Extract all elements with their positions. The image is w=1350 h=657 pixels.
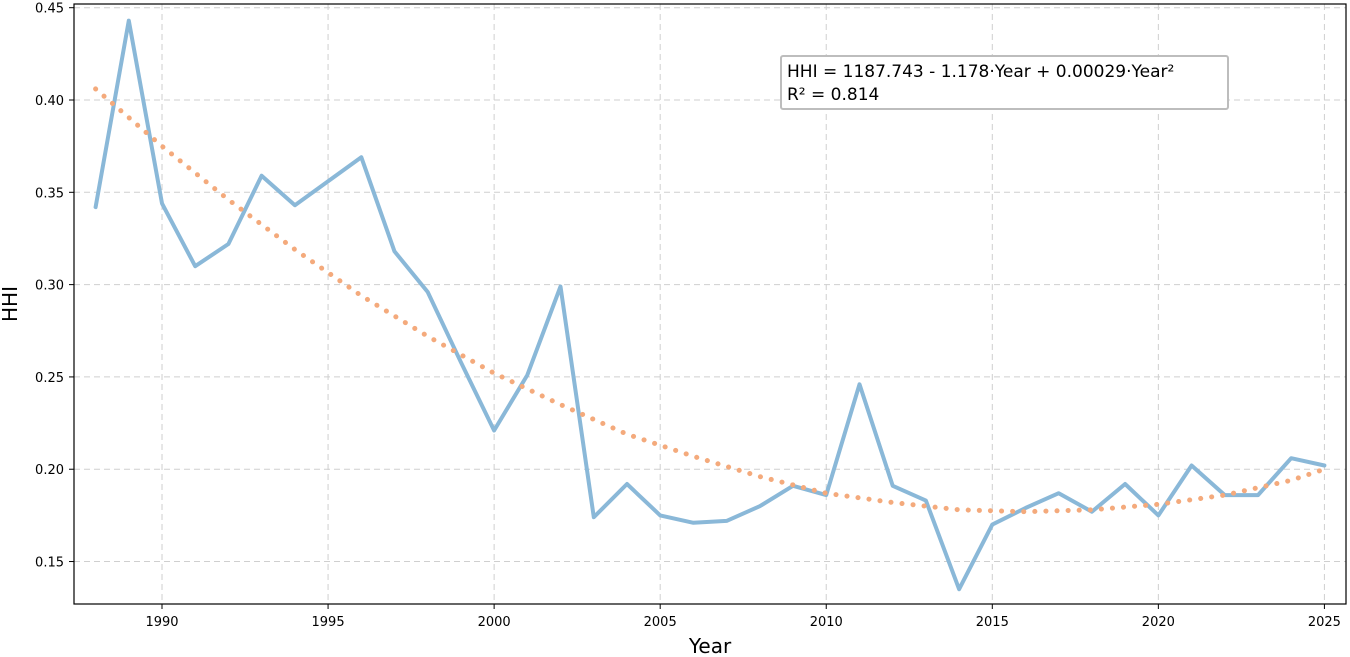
- x-tick-label: 2020: [1142, 615, 1175, 630]
- hhi-series-line: [93, 18, 1327, 592]
- series-group: [93, 18, 1327, 592]
- x-tick-label: 2010: [810, 615, 843, 630]
- quadratic-fit-line: [93, 86, 1327, 515]
- axis-ticks: 1990 1995 2000 2005 2010 2015 2020 2025 0.15 0.20…: [35, 2, 1341, 630]
- x-tick-label: 2005: [644, 615, 677, 630]
- y-tick-label: 0.30: [35, 279, 64, 294]
- y-tick-label: 0.15: [35, 556, 64, 571]
- y-axis-title: HHI: [0, 286, 22, 322]
- annotation-box: [780, 55, 1229, 110]
- plot-frame: [73, 3, 1347, 605]
- y-tick-label: 0.25: [35, 371, 64, 386]
- x-axis-title: Year: [688, 634, 732, 657]
- y-tick-label: 0.20: [35, 463, 64, 478]
- y-tick-label: 0.40: [35, 94, 64, 109]
- y-tick-label: 0.45: [35, 2, 64, 17]
- x-tick-label: 1990: [145, 615, 178, 630]
- y-tick-label: 0.35: [35, 186, 64, 201]
- x-tick-label: 2025: [1308, 615, 1341, 630]
- x-tick-label: 2015: [976, 615, 1009, 630]
- annotation-r-squared: R² = 0.814: [787, 85, 879, 105]
- equation-annotation: HHI = 1187.743 - 1.178·Year + 0.00029·Ye…: [780, 55, 1229, 110]
- annotation-equation: HHI = 1187.743 - 1.178·Year + 0.00029·Ye…: [787, 62, 1174, 82]
- x-tick-label: 2000: [478, 615, 511, 630]
- x-tick-label: 1995: [312, 615, 345, 630]
